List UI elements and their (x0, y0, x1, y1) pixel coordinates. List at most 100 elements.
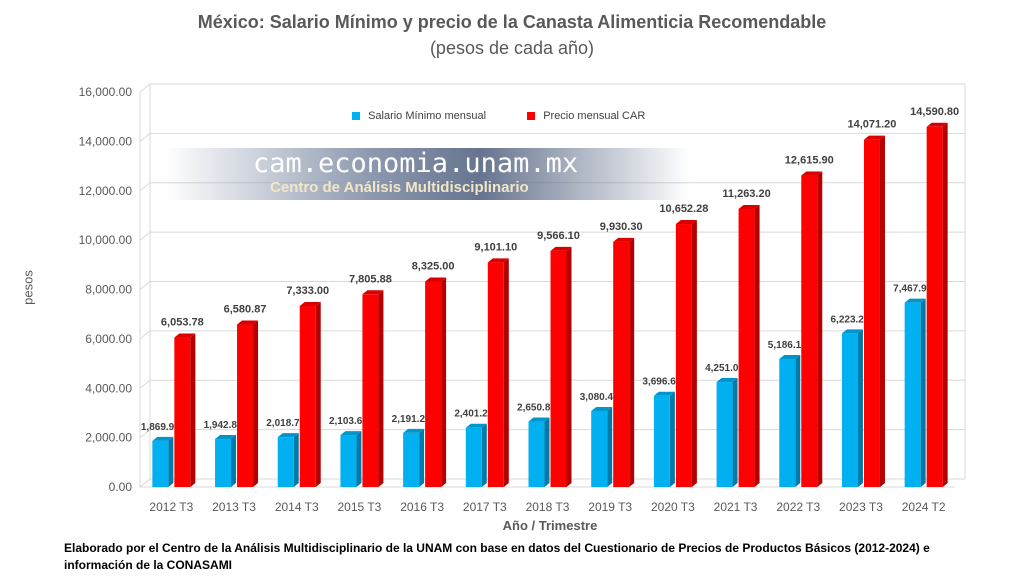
bar-car-top (237, 320, 259, 325)
bar-car (926, 126, 943, 488)
bar-car-top (299, 301, 321, 306)
bar-car-side (190, 333, 196, 487)
gridline-depth (139, 281, 151, 290)
data-label-car: 11,263.20 (722, 188, 770, 200)
data-label-car: 9,930.30 (600, 221, 643, 233)
x-tick-label: 2024 T2 (902, 500, 946, 514)
gridline-depth (139, 231, 151, 241)
gridline-depth (139, 182, 151, 192)
data-label-salario: 2,401.20 (454, 409, 493, 420)
x-tick-label: 2017 T3 (463, 500, 507, 514)
y-tick-label: 12,000.00 (79, 184, 133, 198)
bar-car-side (315, 301, 321, 487)
bar-car-side (566, 246, 572, 487)
bar-salario-top (340, 431, 362, 436)
data-label-salario: 1,869.90 (141, 422, 180, 433)
data-label-car: 9,101.10 (474, 241, 517, 253)
x-tick-label: 2016 T3 (400, 500, 444, 514)
chart-title: México: Salario Mínimo y precio de la Ca… (197, 12, 827, 32)
bar-car-top (675, 220, 697, 225)
data-label-car: 14,590.80 (910, 106, 959, 118)
x-tick-label: 2021 T3 (714, 500, 758, 514)
bar-car-top (863, 135, 885, 140)
data-label-car: 9,566.10 (537, 230, 580, 242)
gridline-depth (139, 330, 151, 340)
bar-salario-side (231, 435, 237, 487)
bar-car-top (738, 204, 760, 209)
bar-salario (841, 333, 858, 487)
bar-car-top (550, 246, 572, 251)
bar-salario (465, 427, 482, 487)
bar-car-top (174, 333, 196, 338)
bar-salario-top (465, 423, 487, 428)
bar-car (425, 281, 442, 487)
bar-car (487, 262, 504, 487)
data-label-car: 6,053.78 (161, 317, 204, 329)
bar-car-side (253, 320, 259, 487)
legend-swatch-car (527, 112, 536, 121)
x-tick-label: 2013 T3 (212, 500, 256, 514)
bar-salario (215, 439, 232, 487)
data-label-car: 6,580.87 (224, 304, 267, 316)
y-axis-label: pesos (20, 270, 36, 305)
watermark-name: Centro de Análisis Multidisciplinario (270, 179, 529, 196)
bar-car-top (613, 237, 635, 242)
bar-car-side (441, 277, 447, 487)
bar-salario-top (779, 354, 801, 359)
data-label-car: 7,333.00 (286, 285, 329, 297)
bar-salario-side (857, 329, 863, 487)
data-label-salario: 7,467.90 (893, 284, 932, 295)
bar-salario-top (716, 378, 738, 383)
bar-salario-side (356, 431, 362, 487)
y-tick-label: 10,000.00 (79, 233, 133, 247)
data-label-car: 8,325.00 (412, 260, 455, 272)
bar-salario (277, 437, 294, 487)
y-tick-label: 0.00 (109, 480, 133, 494)
bar-salario-top (152, 436, 174, 441)
bar-salario (591, 410, 608, 487)
y-tick-label: 14,000.00 (79, 134, 133, 148)
data-label-salario: 6,223.20 (830, 314, 869, 325)
bar-salario-side (419, 428, 425, 487)
bar-salario-side (293, 433, 299, 487)
x-tick-label: 2015 T3 (338, 500, 382, 514)
bar-car-top (801, 171, 823, 176)
x-tick-label: 2023 T3 (839, 500, 883, 514)
bar-car (550, 250, 567, 487)
bar-salario-top (403, 428, 425, 433)
data-label-car: 14,071.20 (847, 119, 896, 131)
bar-salario (716, 382, 733, 487)
bar-salario-top (653, 391, 675, 396)
bar-car-top (362, 290, 384, 295)
bar-salario-side (920, 298, 926, 487)
gridline-depth (139, 478, 151, 488)
bar-car-side (879, 135, 885, 487)
chart-legend: Salario Mínimo mensual Precio mensual CA… (352, 110, 683, 122)
data-label-salario: 2,191.20 (392, 414, 431, 425)
x-tick-label: 2018 T3 (526, 500, 570, 514)
bar-salario-top (591, 406, 613, 411)
data-label-salario: 3,696.60 (642, 377, 681, 388)
data-label-car: 10,652.28 (659, 203, 708, 215)
bar-salario (653, 395, 670, 487)
watermark: cam.economia.unam.mx Centro de Análisis … (165, 148, 690, 200)
y-tick-label: 4,000.00 (85, 381, 132, 395)
bar-car-side (378, 290, 384, 487)
bar-car (237, 324, 254, 487)
bar-car-top (487, 258, 509, 263)
bar-salario-top (277, 433, 299, 438)
bar-salario (340, 435, 357, 487)
bar-salario-side (544, 417, 550, 487)
bar-car-top (425, 277, 447, 282)
data-label-salario: 2,650.80 (517, 403, 556, 414)
data-label-salario: 2,103.60 (329, 416, 368, 427)
bar-car (863, 139, 880, 487)
legend-item-salario: Salario Mínimo mensual (352, 110, 486, 122)
chart-subtitle: (pesos de cada año) (429, 38, 595, 58)
gridline-depth (139, 83, 151, 93)
bar-salario (152, 440, 169, 487)
bar-salario (904, 302, 921, 487)
bar-car-side (817, 171, 823, 487)
data-label-salario: 1,942.80 (204, 420, 243, 431)
x-tick-label: 2019 T3 (588, 500, 632, 514)
